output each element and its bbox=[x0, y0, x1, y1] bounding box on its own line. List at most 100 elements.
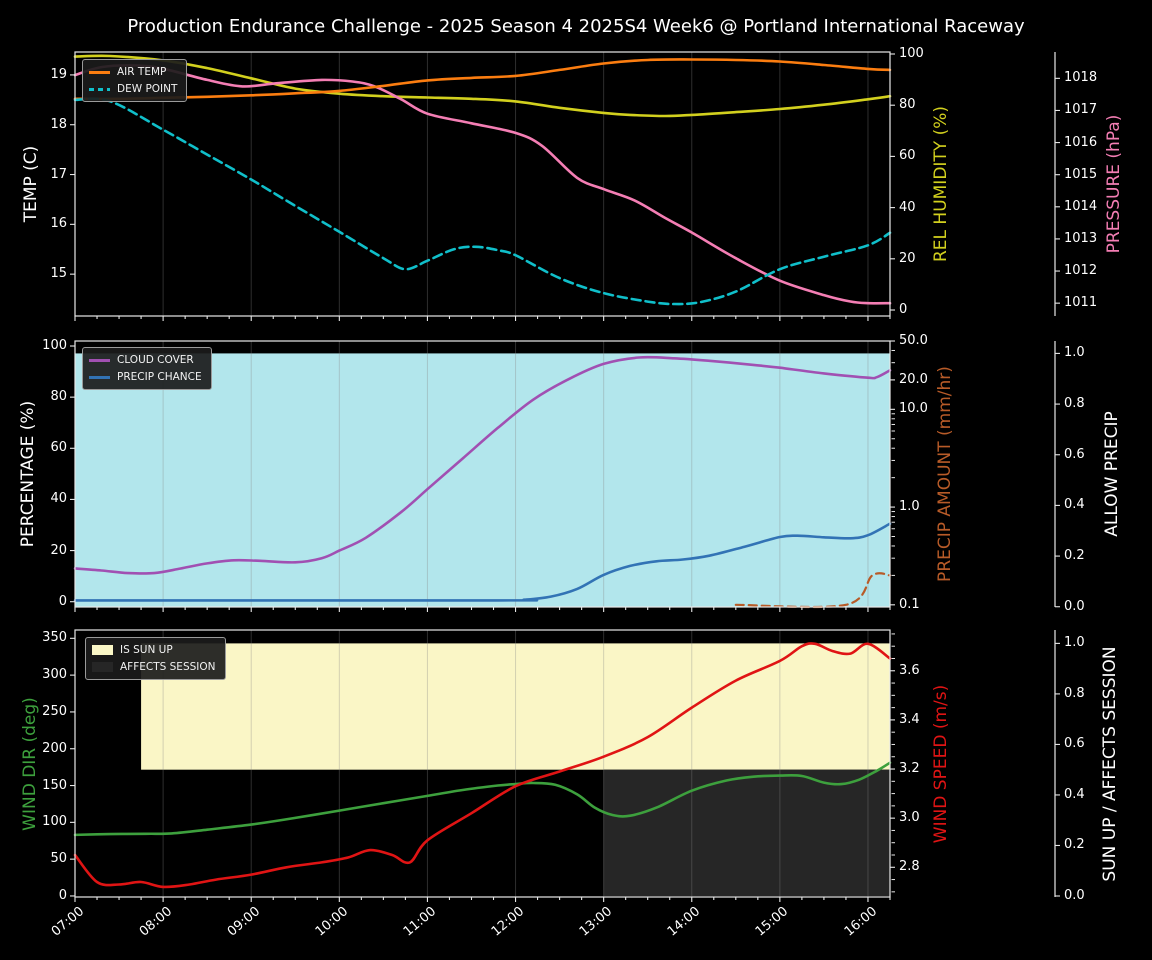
axis-label-right2: ALLOW PRECIP bbox=[1102, 411, 1122, 537]
y-axis-tick-label: 17 bbox=[50, 166, 67, 182]
legend-item: IS SUN UP bbox=[92, 643, 216, 657]
series-pressure bbox=[73, 64, 892, 305]
series-cloud-cover bbox=[73, 355, 892, 575]
axis-label-right2: SUN UP / AFFECTS SESSION bbox=[1100, 645, 1120, 882]
panel-border bbox=[74, 51, 891, 317]
y-axis-tick-label: 2.8 bbox=[899, 859, 920, 875]
y-axis-tick-label: 200 bbox=[42, 740, 67, 756]
y-axis-tick-label: 0.1 bbox=[899, 596, 920, 612]
legend-label: CLOUD COVER bbox=[117, 354, 194, 366]
y-axis-tick-label: 0.8 bbox=[1064, 685, 1085, 701]
series-precip-amount bbox=[734, 572, 892, 609]
y-axis-tick-label: 1018 bbox=[1064, 70, 1098, 86]
y-axis-tick-label: 0.6 bbox=[1064, 446, 1085, 462]
axis-label-right1: PRECIP AMOUNT (mm/hr) bbox=[935, 366, 955, 582]
legend-swatch-icon bbox=[92, 645, 113, 655]
panel-border bbox=[74, 629, 891, 898]
y-axis-tick-label: 100 bbox=[42, 814, 67, 830]
y-axis-tick-label: 1016 bbox=[1064, 134, 1098, 150]
y-axis-tick-label: 0 bbox=[58, 887, 67, 903]
axis-label-right1: WIND SPEED (m/s) bbox=[931, 684, 951, 843]
axis-label-right1: REL HUMIDITY (%) bbox=[931, 105, 951, 263]
y-axis-tick-label: 100 bbox=[899, 45, 924, 61]
axis-label-left: WIND DIR (deg) bbox=[20, 696, 40, 831]
series-dew-point bbox=[73, 97, 892, 306]
y-axis-tick-label: 0 bbox=[58, 593, 67, 609]
y-axis-tick-label: 1.0 bbox=[1064, 635, 1085, 651]
y-axis-tick-label: 1013 bbox=[1064, 230, 1098, 246]
y-axis-tick-label: 250 bbox=[42, 703, 67, 719]
legend-swatch-icon bbox=[89, 70, 110, 74]
y-axis-tick-label: 1011 bbox=[1064, 295, 1098, 311]
y-axis-tick-label: 0.8 bbox=[1064, 396, 1085, 412]
axis-label-left: TEMP (C) bbox=[21, 145, 41, 223]
y-axis-tick-label: 1012 bbox=[1064, 263, 1098, 279]
legend-label: PRECIP CHANCE bbox=[117, 371, 202, 383]
legend-label: AFFECTS SESSION bbox=[120, 661, 216, 673]
y-axis-tick-label: 1.0 bbox=[899, 499, 920, 515]
legend-item: CLOUD COVER bbox=[89, 353, 202, 367]
y-axis-tick-label: 1014 bbox=[1064, 198, 1098, 214]
y-axis-tick-label: 0.4 bbox=[1064, 497, 1085, 513]
legend-swatch-icon bbox=[92, 662, 113, 672]
y-axis-tick-label: 0.0 bbox=[1064, 598, 1085, 614]
y-axis-tick-label: 0.2 bbox=[1064, 837, 1085, 853]
legend-swatch-icon bbox=[89, 375, 110, 379]
legend-label: DEW POINT bbox=[117, 83, 178, 95]
legend: CLOUD COVER PRECIP CHANCE bbox=[82, 347, 212, 390]
y-axis-tick-label: 20 bbox=[899, 250, 916, 266]
fill-is-sun-up bbox=[141, 643, 891, 770]
y-axis-tick-label: 16 bbox=[50, 216, 67, 232]
series-wind-dir bbox=[73, 761, 892, 837]
y-axis-tick-label: 19 bbox=[50, 66, 67, 82]
legend-label: IS SUN UP bbox=[120, 644, 173, 656]
chart-title: Production Endurance Challenge - 2025 Se… bbox=[127, 16, 1025, 37]
y-axis-tick-label: 10.0 bbox=[899, 401, 928, 417]
y-axis-tick-label: 100 bbox=[42, 338, 67, 353]
fill-affects-session bbox=[603, 769, 890, 896]
y-axis-tick-label: 3.0 bbox=[899, 810, 920, 826]
y-axis-tick-label: 3.6 bbox=[899, 662, 920, 678]
y-axis-tick-label: 60 bbox=[899, 148, 916, 164]
legend-item: PRECIP CHANCE bbox=[89, 370, 202, 384]
y-axis-tick-label: 0.0 bbox=[1064, 887, 1085, 903]
y-axis-tick-label: 3.2 bbox=[899, 761, 920, 777]
axis-label-right2: PRESSURE (hPa) bbox=[1104, 114, 1124, 254]
y-axis-tick-label: 3.4 bbox=[899, 711, 920, 727]
panel-border bbox=[74, 340, 891, 608]
series-rel-humidity bbox=[73, 54, 892, 118]
y-axis-tick-label: 350 bbox=[42, 630, 67, 646]
y-axis-tick-label: 300 bbox=[42, 667, 67, 683]
series-precip-chance bbox=[73, 522, 892, 602]
legend: IS SUN UP AFFECTS SESSION bbox=[85, 637, 226, 680]
y-axis-tick-label: 50.0 bbox=[899, 333, 928, 348]
legend-item: AFFECTS SESSION bbox=[92, 660, 216, 674]
legend-label: AIR TEMP bbox=[117, 66, 167, 78]
y-axis-tick-label: 60 bbox=[50, 440, 67, 456]
series-air-temp bbox=[73, 58, 892, 101]
legend-swatch-icon bbox=[89, 87, 110, 91]
legend-item: DEW POINT bbox=[89, 82, 177, 96]
y-axis-tick-label: 18 bbox=[50, 116, 67, 132]
y-axis-tick-label: 80 bbox=[50, 389, 67, 405]
y-axis-tick-label: 15 bbox=[50, 266, 67, 282]
legend-item: AIR TEMP bbox=[89, 65, 177, 79]
series-wind-speed bbox=[73, 642, 892, 889]
y-axis-tick-label: 0.4 bbox=[1064, 786, 1085, 802]
y-axis-tick-label: 40 bbox=[50, 491, 67, 507]
y-axis-tick-label: 1017 bbox=[1064, 102, 1098, 118]
y-axis-tick-label: 40 bbox=[899, 199, 916, 215]
y-axis-tick-label: 1015 bbox=[1064, 166, 1098, 182]
legend-swatch-icon bbox=[89, 358, 110, 362]
y-axis-tick-label: 0 bbox=[899, 302, 908, 317]
y-axis-tick-label: 150 bbox=[42, 777, 67, 793]
legend: AIR TEMP DEW POINT bbox=[82, 59, 188, 102]
y-axis-tick-label: 0.6 bbox=[1064, 736, 1085, 752]
y-axis-tick-label: 80 bbox=[899, 97, 916, 113]
y-axis-tick-label: 20 bbox=[50, 542, 67, 558]
fill-allow-precip bbox=[75, 353, 890, 607]
axis-label-left: PERCENTAGE (%) bbox=[18, 400, 38, 548]
y-axis-tick-label: 20.0 bbox=[899, 371, 928, 387]
